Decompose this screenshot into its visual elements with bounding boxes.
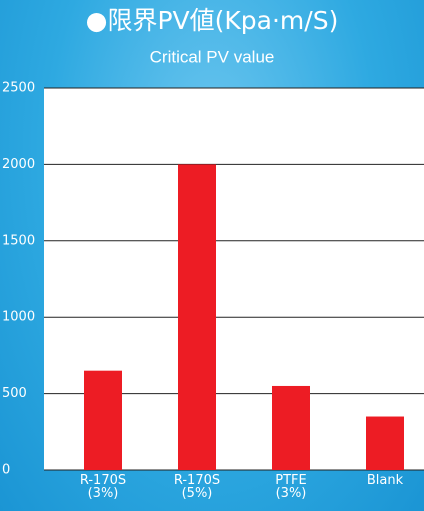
y-tick-label: 0 [2,463,10,478]
bar [366,416,404,470]
y-tick-label: 2000 [2,157,35,172]
y-tick-label: 500 [2,386,27,401]
y-tick-label: 1500 [2,233,35,248]
x-tick-label: Blank [366,473,404,488]
chart-title: ●限界PV値(Kpa·m/S) [86,6,339,35]
y-tick-label: 1000 [2,310,35,325]
bar [272,385,310,470]
x-tick-label: PTFE (3%) [275,473,307,501]
bar [178,164,216,470]
x-tick-label: R-170S (5%) [173,473,221,501]
chart-subtitle: Critical PV value [150,47,275,66]
x-tick-label: R-170S (3%) [79,473,127,501]
bar [84,370,122,470]
y-tick-label: 2500 [2,81,35,96]
